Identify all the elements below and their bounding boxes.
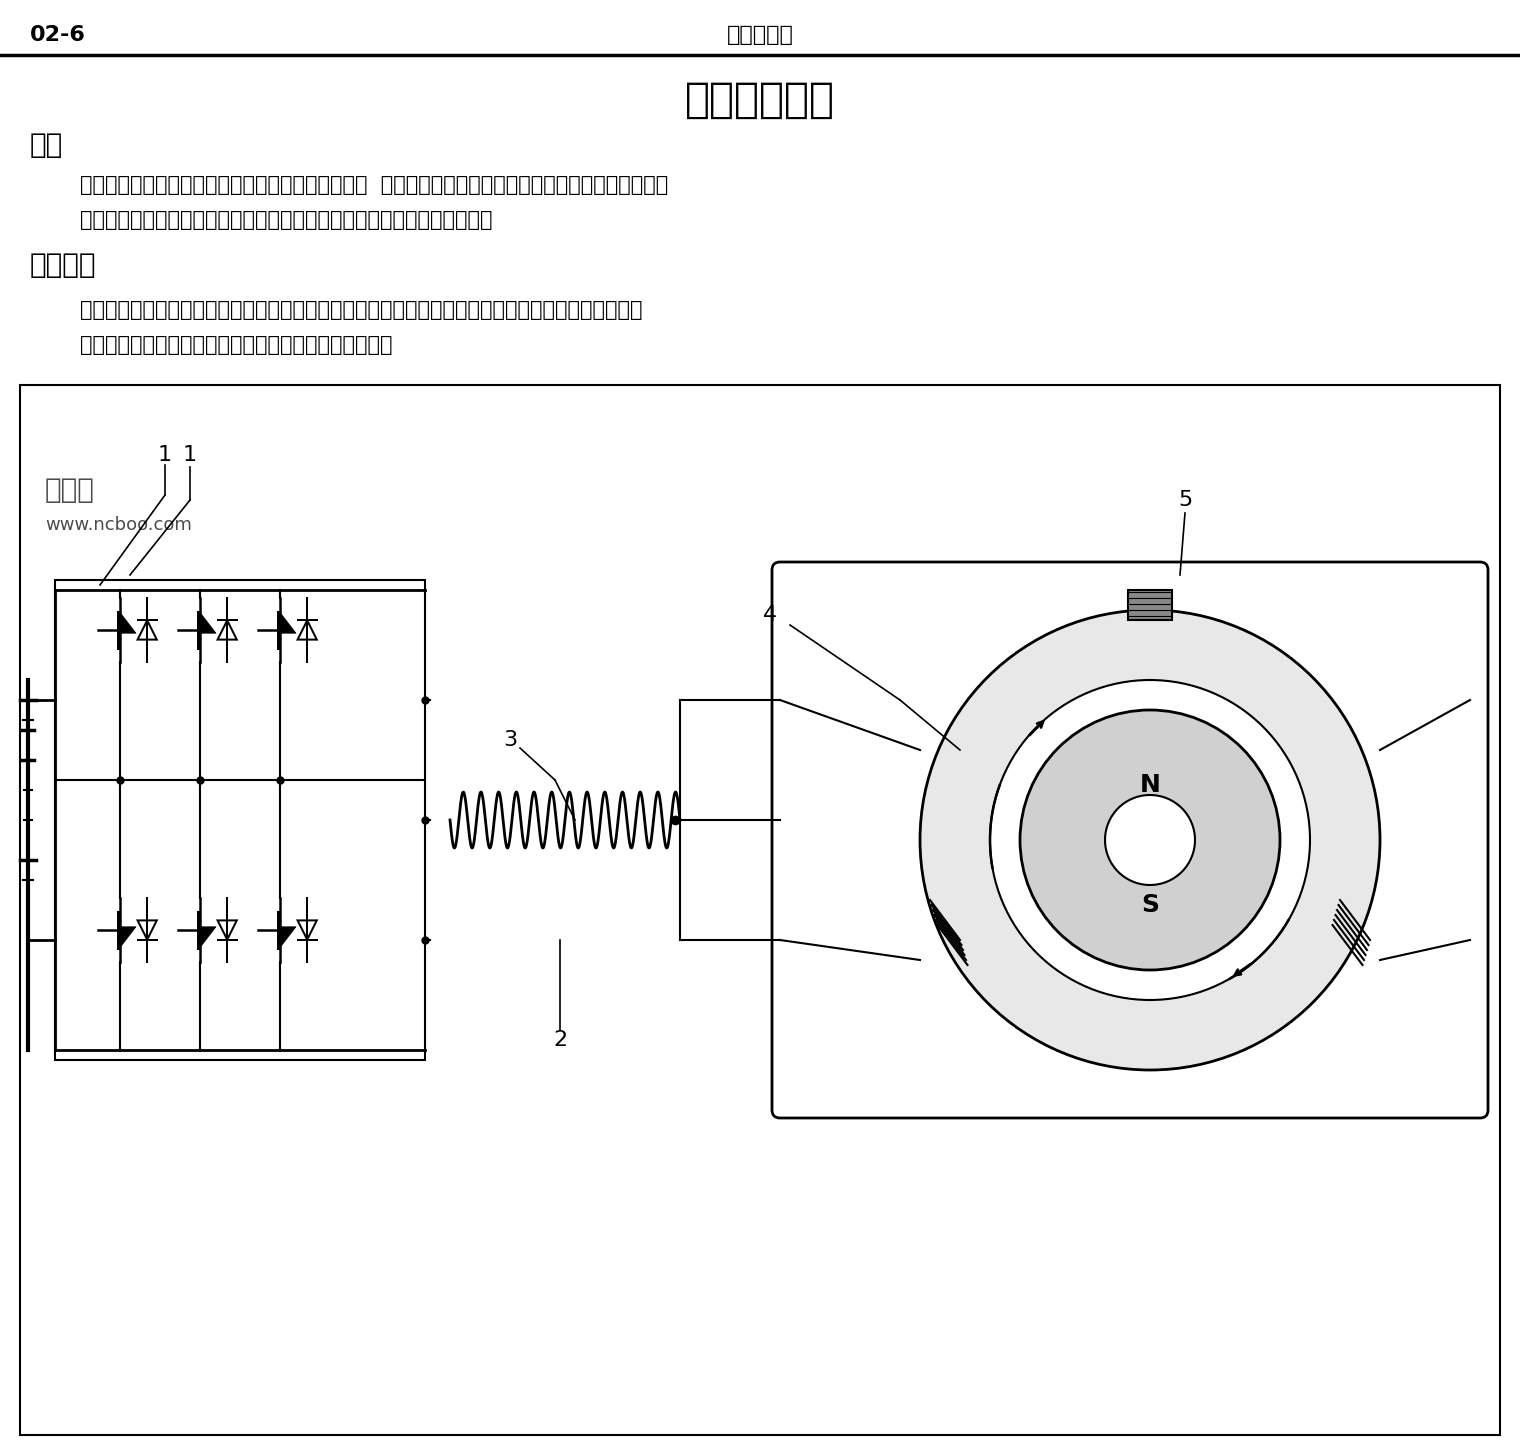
Polygon shape xyxy=(120,926,135,948)
Text: 2: 2 xyxy=(553,1029,567,1050)
Text: 02-6: 02-6 xyxy=(30,25,85,45)
Text: S: S xyxy=(1142,893,1158,918)
Text: 3: 3 xyxy=(503,730,517,751)
Text: www.ncboo.com: www.ncboo.com xyxy=(46,515,192,534)
Circle shape xyxy=(920,610,1380,1070)
Polygon shape xyxy=(120,613,135,633)
Bar xyxy=(55,579,426,1060)
Text: 电机控制器将电池包提供的直流电，整流逆变成三相交流电，根据整车需要改变输入驱动电机总成的三: 电机控制器将电池包提供的直流电，整流逆变成三相交流电，根据整车需要改变输入驱动电… xyxy=(81,301,643,319)
Text: 5: 5 xyxy=(1178,489,1192,510)
Text: N: N xyxy=(1140,772,1160,797)
Polygon shape xyxy=(201,926,216,948)
Bar xyxy=(1128,590,1172,620)
Polygon shape xyxy=(201,613,216,633)
Polygon shape xyxy=(280,613,296,633)
Text: 该驱动电机总成是一款结构紧凑、重量轻、高效的交流永磁同步型电动机。: 该驱动电机总成是一款结构紧凑、重量轻、高效的交流永磁同步型电动机。 xyxy=(81,211,492,229)
Text: 相交流电的电流及频率，从而控制驱动电机总成的输出。: 相交流电的电流及频率，从而控制驱动电机总成的输出。 xyxy=(81,335,392,354)
Text: 电动机系统: 电动机系统 xyxy=(727,25,793,45)
FancyBboxPatch shape xyxy=(20,385,1500,1435)
Text: 1: 1 xyxy=(182,444,198,465)
Text: 控制策略: 控制策略 xyxy=(30,251,96,279)
Text: 牛车宝: 牛车宝 xyxy=(46,476,94,504)
Text: 驱动电机总成: 驱动电机总成 xyxy=(686,78,834,121)
Circle shape xyxy=(1020,710,1280,970)
FancyBboxPatch shape xyxy=(772,562,1488,1118)
Polygon shape xyxy=(280,926,296,948)
Text: 驱动电机总成作为车辆主要动力源，来驱动车辆行驶  车辆在制动或减速过程中能够发电，进行能量回收。: 驱动电机总成作为车辆主要动力源，来驱动车辆行驶 车辆在制动或减速过程中能够发电，… xyxy=(81,176,669,195)
Text: 简述: 简述 xyxy=(30,131,64,160)
Text: 1: 1 xyxy=(158,444,172,465)
Text: 4: 4 xyxy=(763,605,777,624)
Circle shape xyxy=(990,680,1310,1000)
Circle shape xyxy=(1105,796,1195,886)
